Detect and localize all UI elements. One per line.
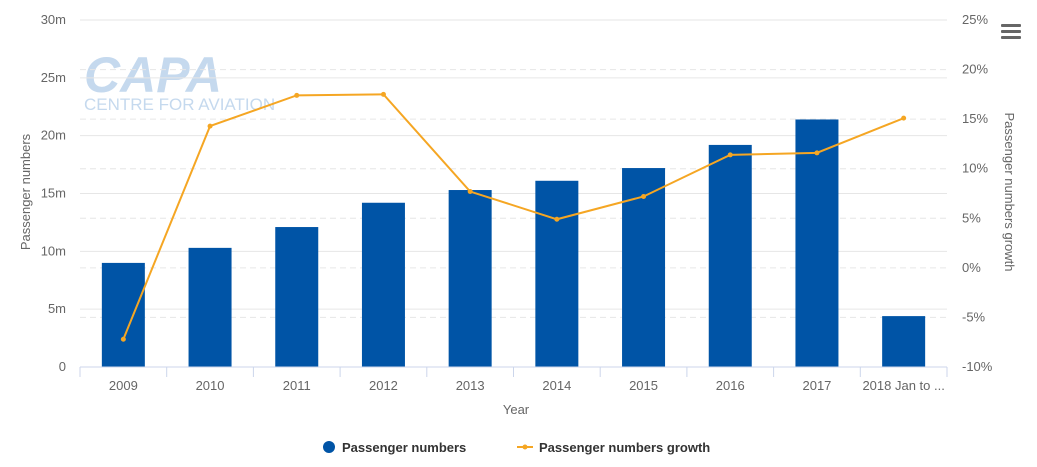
line-series — [120, 91, 907, 342]
line-point — [554, 216, 560, 222]
y-tick-label: 15m — [41, 186, 66, 201]
x-tick-label: 2011 — [283, 378, 311, 393]
bar — [708, 144, 752, 367]
y-tick-label: 0 — [59, 359, 66, 374]
growth-line — [122, 93, 905, 340]
x-tick-label: 2018 Jan to ... — [862, 378, 944, 393]
y-tick-label: 30m — [41, 12, 66, 27]
x-tick-label: 2010 — [196, 378, 225, 393]
y2-tick-label: 20% — [962, 62, 988, 77]
line-point — [901, 115, 907, 121]
y-axis-right: -10% -5% 0% 5% 10% 15% 20% 25% — [962, 12, 993, 374]
y-tick-label: 5m — [48, 301, 66, 316]
bar — [535, 180, 579, 367]
line-point — [814, 150, 820, 156]
line-point — [294, 92, 300, 98]
y-tick-label: 10m — [41, 243, 66, 258]
y-tick-label: 25m — [41, 70, 66, 85]
watermark-tagline: CENTRE FOR AVIATION — [84, 95, 275, 114]
y-tick-label: 20m — [41, 128, 66, 143]
line-point — [120, 336, 126, 342]
bar-series — [101, 119, 926, 368]
x-tick-label: 2009 — [109, 378, 138, 393]
bar — [101, 262, 145, 367]
line-point — [727, 152, 733, 158]
bar — [275, 227, 319, 367]
legend[interactable]: Passenger numbers Passenger numbers grow… — [323, 440, 710, 455]
legend-bar-marker — [323, 441, 335, 453]
bar — [188, 247, 232, 367]
x-tick-label: 2012 — [369, 378, 398, 393]
x-tick-label: 2016 — [716, 378, 745, 393]
x-axis-title: Year — [503, 402, 530, 417]
bar — [448, 190, 492, 367]
y2-tick-label: 10% — [962, 161, 988, 176]
x-axis: 2009 2010 2011 2012 2013 2014 2015 2016 2017 2018… — [79, 366, 948, 393]
y2-tick-label: 0% — [962, 260, 981, 275]
legend-line-dot — [522, 444, 528, 450]
y-axis-left: 0 5m 10m 15m 20m 25m 30m — [41, 12, 66, 374]
y-axis-title: Passenger numbers — [18, 133, 33, 250]
line-point — [641, 193, 647, 199]
hamburger-menu-icon[interactable] — [1001, 24, 1021, 40]
bar — [882, 316, 926, 367]
x-tick-label: 2015 — [629, 378, 658, 393]
line-point — [380, 91, 386, 97]
line-point — [207, 123, 213, 129]
x-tick-label: 2014 — [542, 378, 571, 393]
y2-tick-label: -5% — [962, 309, 986, 324]
y2-tick-label: 25% — [962, 12, 988, 27]
legend-bar-label[interactable]: Passenger numbers — [342, 440, 466, 455]
line-point — [467, 189, 473, 195]
y2-tick-label: -10% — [962, 359, 993, 374]
y2-tick-label: 15% — [962, 111, 988, 126]
watermark-brand: CAPA — [84, 47, 222, 103]
x-tick-label: 2017 — [802, 378, 831, 393]
legend-line-label[interactable]: Passenger numbers growth — [539, 440, 710, 455]
bar — [795, 119, 839, 368]
y2-tick-label: 5% — [962, 210, 981, 225]
bar — [361, 202, 405, 367]
y2-axis-title: Passenger numbers growth — [1002, 113, 1017, 272]
capa-watermark-logo: CAPA CENTRE FOR AVIATION — [84, 47, 275, 114]
x-tick-label: 2013 — [456, 378, 485, 393]
